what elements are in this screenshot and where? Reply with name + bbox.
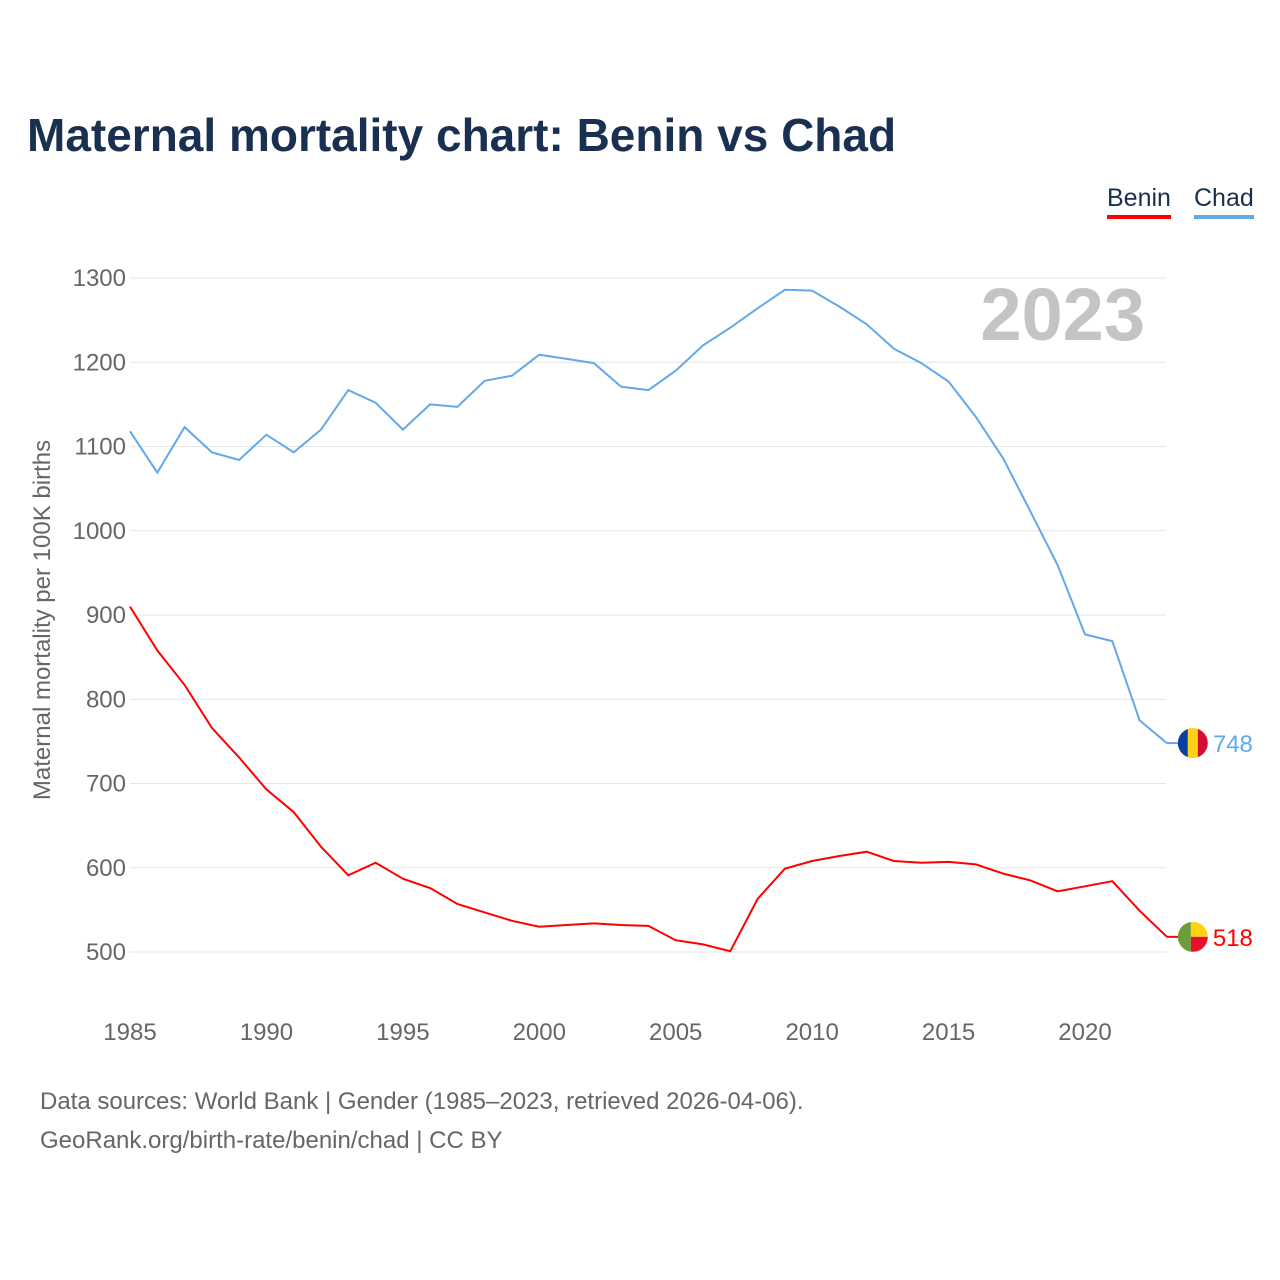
y-tick-label: 1000	[73, 518, 126, 545]
y-tick-label: 1300	[73, 265, 126, 292]
x-tick-label: 1985	[103, 1019, 156, 1046]
y-axis-label: Maternal mortality per 100K births	[29, 440, 56, 800]
flag-stripe	[1177, 728, 1188, 759]
x-tick-label: 2010	[785, 1019, 838, 1046]
y-tick-label: 600	[86, 855, 126, 882]
flag-stripe	[1177, 921, 1191, 952]
footer-source: Data sources: World Bank | Gender (1985–…	[40, 1088, 804, 1115]
x-tick-label: 2020	[1058, 1019, 1111, 1046]
y-tick-label: 1200	[73, 349, 126, 376]
series-line-chad	[129, 288, 1168, 744]
legend-item-chad[interactable]: Chad	[1194, 184, 1254, 219]
x-tick-label: 2015	[922, 1019, 975, 1046]
flag-stripe	[1187, 728, 1198, 759]
legend-item-benin[interactable]: Benin	[1107, 184, 1171, 219]
y-tick-label: 800	[86, 686, 126, 713]
y-tick-label: 1100	[74, 434, 126, 461]
y-tick-label: 700	[86, 771, 126, 798]
y-tick-label: 500	[86, 939, 126, 966]
chart-title: Maternal mortality chart: Benin vs Chad	[27, 109, 897, 161]
flag-stripe	[1197, 728, 1208, 759]
y-tick-label: 900	[86, 602, 126, 629]
flag-stripe	[1190, 936, 1208, 952]
x-tick-label: 2005	[649, 1019, 702, 1046]
x-tick-label: 1995	[376, 1019, 429, 1046]
end-value-label: 748	[1213, 731, 1253, 758]
flag-stripe	[1190, 921, 1208, 937]
flag-body	[1177, 728, 1208, 759]
flag-body	[1177, 921, 1208, 952]
footer-link[interactable]: GeoRank.org/birth-rate/benin/chad | CC B…	[40, 1127, 503, 1154]
series-line-benin	[129, 606, 1168, 953]
x-tick-label: 1990	[240, 1019, 293, 1046]
year-watermark: 2023	[980, 273, 1145, 356]
flag-benin-icon	[1177, 921, 1208, 952]
end-value-label: 518	[1213, 925, 1253, 952]
x-tick-label: 2000	[513, 1019, 566, 1046]
flag-chad-icon	[1177, 728, 1208, 759]
